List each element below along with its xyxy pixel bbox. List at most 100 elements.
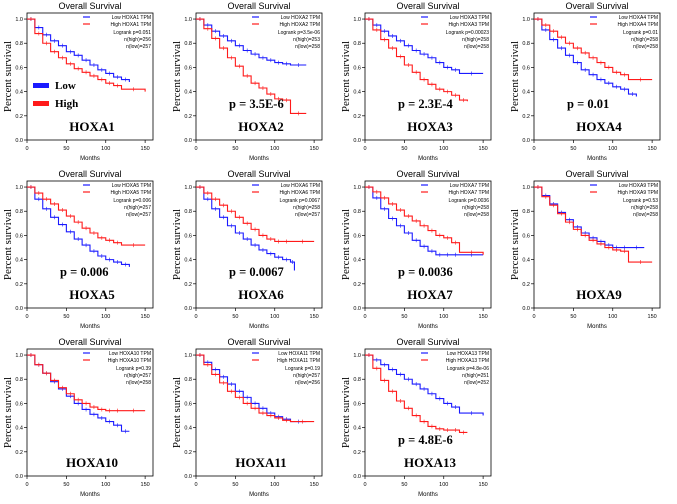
y-tick-label: 0.0 [353, 474, 361, 480]
stats-line: n(low)=257 [126, 212, 151, 218]
x-tick-label: 100 [101, 146, 110, 152]
x-tick-label: 0 [194, 146, 197, 152]
stats-line: Logrank p=4.8e-06 [447, 366, 489, 372]
panel-title: Overall Survival [58, 337, 121, 347]
y-axis-label: Percent survival [340, 41, 352, 112]
y-tick-label: 0.6 [522, 233, 530, 239]
legend-entry: High HOXA13 TPM [446, 358, 489, 364]
p-value-annotation: p = 4.8E-6 [398, 433, 453, 447]
stats-line: Logrank p=0.53 [623, 198, 658, 204]
x-tick-label: 150 [310, 314, 319, 320]
gene-label: HOXA2 [238, 119, 284, 134]
p-value-annotation: p = 2.3E-4 [398, 97, 453, 111]
x-tick-label: 150 [479, 314, 488, 320]
stats-line: n(high)=257 [124, 205, 151, 211]
plot-frame [195, 348, 323, 477]
y-tick-label: 0.6 [184, 65, 192, 71]
p-value-annotation: p = 0.0036 [398, 265, 453, 279]
stats-line: Logrank p=0.0036 [449, 198, 490, 204]
survival-panel-hoxa7: Overall Survival 0 50 100 150 0.0 0.2 0.4 0.6 0.8… [340, 169, 492, 330]
x-tick-label: 150 [648, 146, 657, 152]
y-tick-label: 1.0 [15, 353, 23, 359]
low-expression-curve [27, 18, 130, 82]
p-value-annotation: p = 0.0067 [229, 265, 284, 279]
y-tick-label: 0.4 [522, 90, 530, 96]
stats-line: n(high)=257 [124, 373, 151, 379]
legend-entry: High HOXA10 TPM [108, 358, 151, 364]
y-axis-label: Percent survival [509, 209, 521, 280]
y-axis-label: Percent survival [171, 41, 183, 112]
y-tick-label: 1.0 [522, 17, 530, 23]
x-tick-label: 150 [479, 146, 488, 152]
high-expression-curve [27, 18, 146, 92]
x-tick-label: 150 [648, 314, 657, 320]
stats-line: n(high)=258 [631, 37, 658, 43]
high-expression-curve [27, 354, 146, 412]
panel-title: Overall Survival [565, 169, 628, 179]
high-expression-curve [365, 18, 468, 102]
stats-line: Logrank p=0.0067 [280, 198, 321, 204]
x-tick-label: 50 [570, 314, 576, 320]
stats-line: n(high)=258 [293, 205, 320, 211]
legend-entry: Low HOXA10 TPM [109, 351, 151, 357]
x-tick-label: 50 [232, 146, 238, 152]
p-value-annotation: p = 3.5E-6 [229, 97, 284, 111]
stats-line: Logrank p=0.19 [285, 366, 320, 372]
x-axis-label: Months [418, 324, 438, 330]
survival-panel-hoxa9: Overall Survival 0 50 100 150 0.0 0.2 0.4 0.6 0.8… [509, 169, 661, 330]
y-tick-label: 0.6 [353, 401, 361, 407]
legend-entry: High HOXA9 TPM [618, 190, 658, 196]
plot-frame [533, 180, 661, 309]
p-value-annotation: p = 0.006 [60, 265, 108, 279]
stats-line: Logrank p=3.5e-06 [278, 30, 320, 36]
x-axis-label: Months [249, 492, 269, 498]
legend-entry: High HOXA11 TPM [277, 358, 320, 364]
legend-entry: Low HOXA4 TPM [619, 15, 658, 21]
y-tick-label: 0.6 [15, 401, 23, 407]
x-tick-label: 50 [570, 146, 576, 152]
stats-line: n(high)=257 [293, 373, 320, 379]
y-tick-label: 0.2 [184, 114, 192, 120]
x-tick-label: 100 [439, 482, 448, 488]
y-tick-label: 0.4 [353, 90, 361, 96]
y-tick-label: 0.8 [15, 209, 23, 215]
legend-entry: High HOXA7 TPM [449, 190, 489, 196]
x-tick-label: 100 [270, 482, 279, 488]
low-swatch [33, 83, 49, 88]
x-tick-label: 50 [232, 314, 238, 320]
legend-entry: Low HOXA2 TPM [281, 15, 320, 21]
x-axis-label: Months [418, 156, 438, 162]
legend-entry: Low HOXA1 TPM [112, 15, 151, 21]
y-tick-label: 0.8 [353, 377, 361, 383]
legend-entry: High HOXA3 TPM [449, 22, 489, 28]
y-tick-label: 0.8 [522, 41, 530, 47]
x-tick-label: 0 [25, 146, 28, 152]
survival-panel-hoxa3: Overall Survival 0 50 100 150 0.0 0.2 0.4 0.6 0.8… [340, 1, 492, 162]
x-tick-label: 150 [141, 146, 150, 152]
y-tick-label: 0.0 [184, 138, 192, 144]
x-tick-label: 50 [401, 482, 407, 488]
high-expression-curve [365, 186, 484, 255]
stats-line: n(low)=257 [295, 212, 320, 218]
overlay-legend: Low High [33, 80, 78, 110]
low-expression-curve [27, 186, 130, 267]
y-tick-label: 0.4 [15, 258, 23, 264]
y-tick-label: 0.0 [184, 474, 192, 480]
survival-panel-hoxa13: Overall Survival 0 50 100 150 0.0 0.2 0.4 0.6 0.8… [340, 337, 492, 498]
legend-entry: Low HOXA9 TPM [619, 183, 658, 189]
stats-line: n(low)=256 [295, 380, 320, 386]
stats-line: n(low)=258 [633, 44, 658, 50]
stats-line: n(high)=256 [124, 37, 151, 43]
stats-line: Logrank p=0.051 [113, 30, 151, 36]
stats-line: n(low)=257 [126, 44, 151, 50]
plot-frame [364, 348, 492, 477]
high-swatch [33, 101, 49, 106]
y-tick-label: 1.0 [184, 353, 192, 359]
x-tick-label: 100 [439, 146, 448, 152]
plot-frame [364, 12, 492, 141]
y-tick-label: 0.4 [522, 258, 530, 264]
panel-title: Overall Survival [565, 1, 628, 11]
legend-entry: High HOXA1 TPM [111, 22, 151, 28]
x-tick-label: 0 [363, 314, 366, 320]
